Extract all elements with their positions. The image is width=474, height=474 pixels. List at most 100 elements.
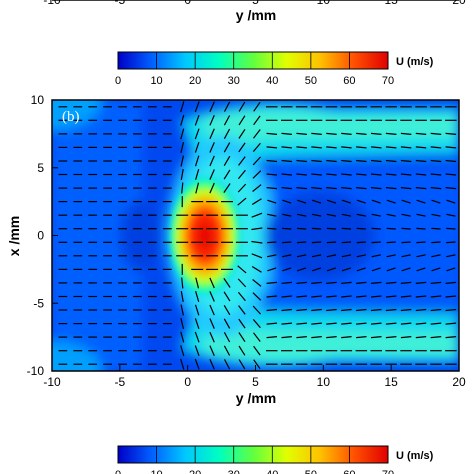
velocity-vector [251, 253, 263, 259]
velocity-vector [400, 322, 412, 325]
velocity-vector [180, 304, 184, 316]
velocity-vector [385, 146, 397, 149]
velocity-vector [296, 159, 307, 163]
velocity-vector [326, 213, 337, 217]
velocity-vector [266, 159, 278, 163]
velocity-vector [386, 199, 396, 204]
velocity-vector [356, 199, 366, 204]
velocity-vector [415, 336, 427, 339]
velocity-vector [296, 322, 307, 325]
velocity-vector [311, 159, 322, 163]
velocity-vector [445, 322, 457, 325]
velocity-vector [445, 173, 457, 176]
velocity-vector [223, 169, 231, 180]
velocity-vector [356, 295, 367, 298]
top-axis-fragment: -10 -5 0 5 10 15 20 y /mm [43, 0, 466, 23]
velocity-vector [326, 336, 337, 339]
velocity-vector [209, 345, 215, 356]
velocity-vector [181, 277, 184, 289]
velocity-vector [296, 295, 307, 298]
velocity-vector [430, 146, 442, 149]
velocity-vector [401, 267, 411, 272]
velocity-vector [223, 291, 231, 302]
velocity-vector [311, 308, 322, 312]
x-axis-ticks: -10 -5 0 5 10 15 20 [43, 365, 466, 389]
velocity-vector [341, 213, 352, 217]
colorbar-tick-label: 30 [228, 469, 240, 474]
panel-label: (b) [62, 109, 80, 125]
velocity-vector [401, 213, 411, 217]
top-fragment-tick-label: -5 [114, 0, 125, 7]
velocity-vector [341, 308, 352, 312]
plot-area [52, 100, 459, 371]
velocity-vector [431, 199, 441, 204]
velocity-vector [370, 336, 382, 339]
velocity-vector [223, 318, 231, 329]
colorbar-tick-label: 40 [266, 469, 278, 474]
velocity-vector [223, 142, 231, 153]
velocity-vector [180, 318, 185, 330]
velocity-vector [341, 281, 352, 284]
velocity-vector [326, 173, 337, 176]
velocity-vector [400, 336, 412, 339]
velocity-vector [281, 159, 292, 163]
velocity-vector [251, 227, 263, 231]
velocity-vector [341, 159, 352, 163]
top-fragment-tick-label: 10 [317, 0, 331, 7]
velocity-vector [252, 292, 262, 301]
y-tick-label: -5 [33, 296, 44, 310]
velocity-vector [370, 322, 382, 325]
velocity-vector [223, 155, 231, 167]
velocity-vector [296, 281, 307, 284]
velocity-vector [415, 187, 427, 190]
velocity-vector [341, 132, 352, 135]
velocity-vector [385, 322, 397, 325]
velocity-vector [401, 254, 411, 258]
velocity-vector [266, 322, 278, 325]
velocity-vector [180, 290, 184, 303]
velocity-vector [281, 308, 292, 312]
velocity-vector [400, 281, 412, 284]
velocity-vector [341, 227, 352, 230]
velocity-vector [431, 213, 441, 217]
velocity-vector [445, 159, 457, 163]
velocity-vector [370, 146, 382, 149]
velocity-vector [252, 156, 262, 166]
velocity-vector [251, 265, 262, 273]
velocity-vector [385, 336, 397, 339]
velocity-vector [416, 254, 426, 258]
velocity-vector [415, 322, 427, 325]
velocity-vector [209, 182, 215, 194]
x-tick-label: 0 [184, 375, 191, 389]
velocity-vector [311, 213, 322, 217]
x-tick-label: 20 [452, 375, 466, 389]
velocity-vector [371, 227, 381, 230]
velocity-vector [237, 183, 247, 193]
velocity-vector [326, 227, 337, 230]
velocity-vector [370, 308, 382, 312]
velocity-vector [238, 156, 246, 166]
velocity-vector [326, 322, 337, 325]
velocity-vector [209, 128, 215, 140]
velocity-vector [180, 141, 185, 153]
y-axis-ticks: 10 5 0 -5 -10 [27, 93, 58, 378]
colorbar-tick-label: 60 [343, 75, 355, 87]
velocity-vector [371, 199, 381, 204]
velocity-vector [266, 295, 278, 298]
velocity-vector [356, 281, 367, 284]
colorbar-bottom-bar [117, 445, 389, 464]
velocity-vector [356, 322, 367, 325]
velocity-vector [253, 345, 261, 356]
velocity-vector [431, 267, 441, 272]
colorbar-tick-label: 20 [189, 75, 201, 87]
velocity-vector [252, 279, 262, 287]
velocity-vector [194, 155, 200, 167]
velocity-vector [282, 254, 292, 258]
y-tick-label: 0 [37, 229, 44, 243]
velocity-vector [312, 199, 322, 204]
velocity-vector [311, 281, 322, 284]
velocity-vector [237, 169, 246, 180]
velocity-vector [416, 227, 426, 230]
top-fragment-tick-label: 5 [252, 0, 259, 7]
